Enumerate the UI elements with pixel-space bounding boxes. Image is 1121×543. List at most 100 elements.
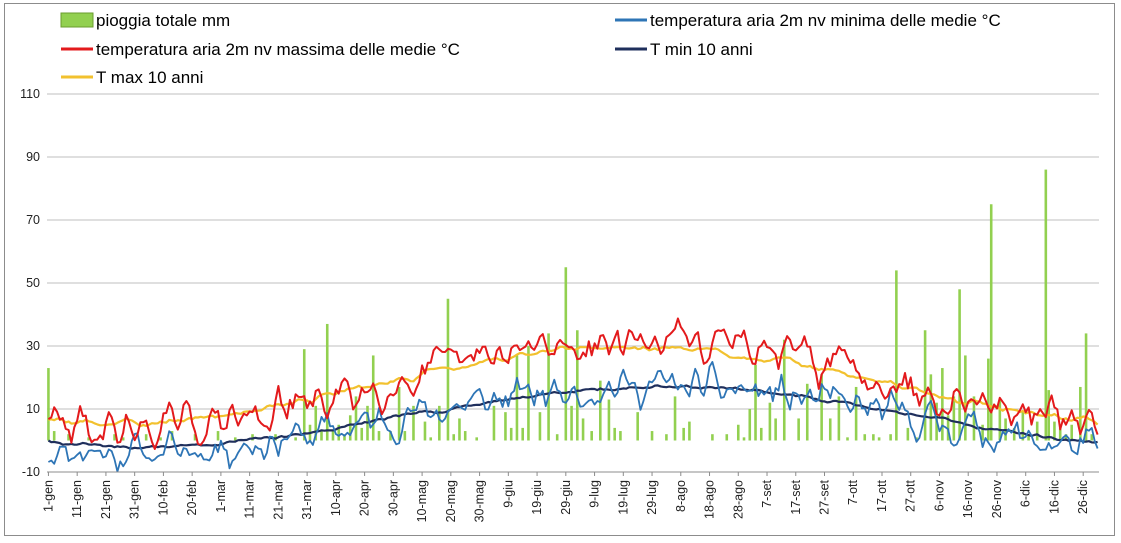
- rain-bar: [52, 431, 56, 441]
- rain-bar: [193, 434, 197, 441]
- rain-bar: [337, 424, 341, 441]
- rain-bar: [748, 409, 752, 441]
- rain-bar: [998, 399, 1002, 441]
- rain-bar: [429, 437, 433, 441]
- series-lines: [47, 317, 1099, 473]
- rain-bar: [607, 399, 611, 441]
- x-tick-label: 10-feb: [156, 480, 170, 515]
- x-tick-label: 28-ago: [731, 480, 745, 519]
- rain-bar: [854, 386, 858, 441]
- rain-bar: [846, 437, 849, 441]
- y-tick-label: 70: [26, 213, 40, 227]
- rain-bar: [863, 434, 867, 441]
- rain-bar: [1090, 434, 1094, 441]
- series-line-tmin10: [47, 384, 1098, 450]
- y-tick-label: 30: [26, 339, 40, 353]
- rain-bar: [797, 418, 800, 441]
- rain-bar: [371, 355, 375, 441]
- rain-bar: [331, 431, 335, 441]
- rain-bar: [438, 405, 441, 441]
- rain-bar: [348, 415, 352, 441]
- rain-bar: [820, 374, 823, 441]
- x-tick-label: 31-gen: [128, 480, 142, 519]
- x-tick-label: 8-ago: [674, 480, 688, 512]
- rain-bar: [1035, 421, 1039, 441]
- rain-bars: [47, 169, 1094, 441]
- x-tick-label: 30-apr: [386, 480, 400, 516]
- rain-bar: [492, 405, 496, 441]
- rain-bar: [682, 427, 685, 441]
- x-tick-label: 19-lug: [616, 480, 630, 515]
- rain-bar: [354, 396, 358, 441]
- rain-bar: [972, 396, 976, 441]
- legend-swatch-rain: [60, 12, 94, 28]
- rain-bar: [1070, 424, 1073, 441]
- rain-bar: [754, 364, 757, 441]
- rain-bar: [923, 330, 927, 441]
- rain-bar: [989, 204, 993, 441]
- x-tick-label: 20-mag: [444, 480, 458, 522]
- rain-bar: [619, 431, 622, 441]
- rain-bar: [509, 427, 513, 441]
- rain-bar: [837, 396, 841, 441]
- legend-item-tmax: temperatura aria 2m nv massima delle med…: [61, 40, 460, 59]
- rain-bar: [314, 405, 318, 441]
- x-tick-label: 26-nov: [990, 479, 1004, 518]
- rain-bar: [343, 434, 346, 441]
- rain-bar: [636, 412, 639, 441]
- rain-bar: [688, 421, 691, 441]
- legend-item-tmin: temperatura aria 2m nv minima delle medi…: [615, 11, 1001, 30]
- x-tick-label: 30-mag: [473, 480, 487, 522]
- rain-bar: [1044, 169, 1048, 441]
- x-tick-label: 6-nov: [932, 479, 946, 511]
- x-tick-label: 10-apr: [329, 480, 343, 516]
- rain-bar: [929, 374, 933, 441]
- rain-bar: [320, 431, 323, 441]
- rain-bar: [987, 358, 990, 441]
- rain-bar: [964, 355, 967, 441]
- y-tick-label: 50: [26, 276, 40, 290]
- legend-label-rain: pioggia totale mm: [96, 11, 230, 30]
- rain-bar: [1053, 421, 1056, 441]
- rain-bar: [576, 330, 579, 441]
- chart-frame: pioggia totale mm temperatura aria 2m nv…: [4, 3, 1115, 536]
- rain-bar: [325, 323, 329, 441]
- rain-bar: [397, 386, 401, 441]
- x-tick-label: 29-lug: [645, 480, 659, 515]
- rain-bar: [547, 333, 550, 441]
- rain-bar: [872, 434, 875, 441]
- rain-bar: [570, 405, 573, 441]
- rain-bar: [1012, 427, 1016, 441]
- rain-bar: [1079, 386, 1082, 441]
- rain-bar: [906, 427, 910, 441]
- rain-bar: [251, 434, 254, 441]
- rain-bar: [555, 434, 559, 441]
- rain-bar: [952, 396, 956, 441]
- legend-item-tmin10: T min 10 anni: [615, 40, 753, 59]
- rain-bar: [895, 270, 898, 441]
- rain-bar: [412, 405, 415, 441]
- legend-item-rain: pioggia totale mm: [60, 11, 230, 30]
- rain-bar: [452, 434, 456, 441]
- x-tick-label: 16-nov: [961, 479, 975, 518]
- rain-bar: [581, 418, 585, 441]
- x-tick-label: 1-mar: [214, 480, 228, 513]
- rain-bar: [47, 368, 50, 441]
- rain-bar: [759, 427, 763, 441]
- x-tick-label: 9-lug: [588, 480, 602, 508]
- x-tick-label: 27-set: [818, 479, 832, 514]
- x-tick-label: 17-ott: [875, 479, 889, 511]
- rain-bar: [958, 289, 961, 441]
- legend: pioggia totale mm temperatura aria 2m nv…: [60, 11, 1001, 87]
- rain-bar: [805, 383, 809, 441]
- series-line-tmin: [47, 360, 1099, 473]
- rain-bar: [538, 412, 542, 441]
- x-tick-label: 21-mar: [271, 480, 285, 520]
- x-tick-label: 7-set: [760, 479, 774, 507]
- rain-bar: [1027, 434, 1030, 441]
- series-line-tmax: [47, 317, 1099, 450]
- rain-bar: [768, 402, 772, 441]
- y-tick-label: -10: [22, 465, 40, 479]
- x-tick-label: 18-ago: [703, 480, 717, 519]
- rain-bar: [377, 431, 381, 441]
